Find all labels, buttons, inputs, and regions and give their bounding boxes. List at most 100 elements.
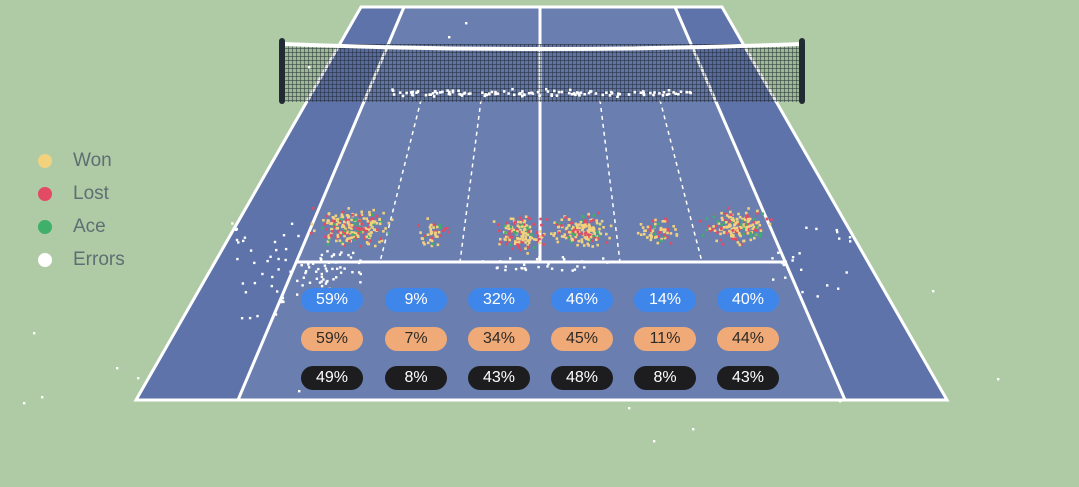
- shot-point: [351, 213, 354, 217]
- shot-point: [332, 217, 336, 220]
- shot-point: [326, 250, 329, 253]
- shot-point: [422, 241, 425, 244]
- shot-point: [639, 91, 643, 94]
- shot-point: [602, 257, 605, 260]
- shot-point: [269, 255, 272, 258]
- shot-point: [744, 211, 748, 215]
- zone-stat-badge: 8%: [634, 366, 696, 390]
- shot-point: [347, 216, 350, 219]
- shot-point: [483, 94, 487, 98]
- shot-point: [253, 281, 257, 285]
- shot-point: [538, 94, 541, 97]
- shot-point: [520, 219, 524, 222]
- zone-stat-badge: 59%: [301, 327, 363, 351]
- shot-point: [324, 235, 327, 238]
- shot-point: [509, 235, 513, 239]
- shot-point: [240, 317, 244, 320]
- shot-point: [522, 228, 526, 231]
- shot-point: [745, 231, 748, 235]
- shot-point: [712, 215, 716, 219]
- shot-point: [578, 226, 581, 230]
- shot-point: [329, 222, 332, 225]
- shot-point: [755, 229, 759, 232]
- shot-point: [376, 228, 379, 231]
- shot-point: [777, 251, 780, 254]
- shot-point: [511, 247, 514, 251]
- shot-point: [758, 235, 762, 238]
- shot-point: [589, 90, 593, 93]
- shot-point: [738, 215, 742, 219]
- legend-item-lost: Lost: [38, 177, 125, 210]
- shot-point: [652, 219, 655, 223]
- shot-point: [733, 223, 737, 226]
- shot-point: [356, 230, 360, 233]
- shot-point: [335, 239, 338, 243]
- shot-point: [546, 265, 549, 268]
- shot-point: [719, 238, 722, 242]
- shot-point: [569, 234, 572, 238]
- shot-point: [721, 218, 724, 222]
- shot-point: [539, 235, 542, 238]
- shot-point: [359, 281, 362, 284]
- shot-point: [341, 242, 345, 246]
- shot-point: [602, 226, 605, 229]
- shot-point: [344, 218, 348, 222]
- shot-point: [674, 92, 677, 95]
- shot-point: [521, 236, 525, 239]
- shot-point: [512, 228, 516, 232]
- shot-point: [513, 230, 516, 234]
- shot-point: [336, 226, 339, 230]
- shot-point: [698, 219, 702, 223]
- shot-point: [518, 225, 521, 229]
- shot-point: [608, 236, 611, 240]
- shot-point: [499, 237, 502, 241]
- legend-item-errors: Errors: [38, 243, 125, 276]
- zone-stat-badge: 49%: [301, 366, 363, 390]
- shot-point: [652, 93, 655, 97]
- shot-point: [382, 230, 385, 233]
- shot-point: [523, 267, 527, 270]
- shot-point: [654, 218, 657, 222]
- net-mesh: [282, 44, 802, 102]
- shot-point: [318, 281, 322, 284]
- shot-point: [521, 94, 524, 98]
- shot-point: [304, 271, 307, 275]
- shot-point: [426, 241, 430, 245]
- shot-point: [242, 239, 245, 243]
- shot-point: [653, 232, 656, 236]
- shot-point: [243, 236, 247, 239]
- shot-point: [730, 227, 734, 231]
- shot-point: [568, 218, 571, 221]
- shot-point: [374, 244, 377, 248]
- shot-point: [816, 295, 819, 298]
- shot-point: [656, 241, 660, 245]
- shot-point: [358, 214, 362, 218]
- shot-point: [574, 93, 577, 97]
- shot-point: [334, 261, 338, 264]
- shot-point: [592, 229, 596, 233]
- shot-point: [756, 211, 759, 215]
- shot-point: [524, 241, 527, 244]
- shot-point: [508, 238, 511, 242]
- shot-point: [720, 211, 723, 215]
- shot-point: [358, 271, 361, 274]
- shot-point: [116, 367, 119, 370]
- shot-point: [729, 210, 732, 214]
- shot-point: [341, 225, 344, 229]
- shot-point: [538, 241, 541, 245]
- shot-point: [584, 223, 587, 226]
- shot-point: [755, 221, 759, 225]
- shot-point: [524, 215, 528, 218]
- shot-point: [568, 224, 571, 227]
- shot-point: [342, 225, 346, 228]
- shot-point: [708, 229, 712, 232]
- shot-point: [736, 229, 739, 232]
- shot-point: [485, 93, 488, 97]
- shot-point: [504, 265, 507, 268]
- shot-point: [573, 227, 576, 230]
- shot-point: [270, 284, 273, 288]
- shot-point: [332, 223, 336, 227]
- shot-point: [759, 232, 763, 235]
- shot-point: [571, 92, 575, 96]
- shot-point: [746, 220, 750, 223]
